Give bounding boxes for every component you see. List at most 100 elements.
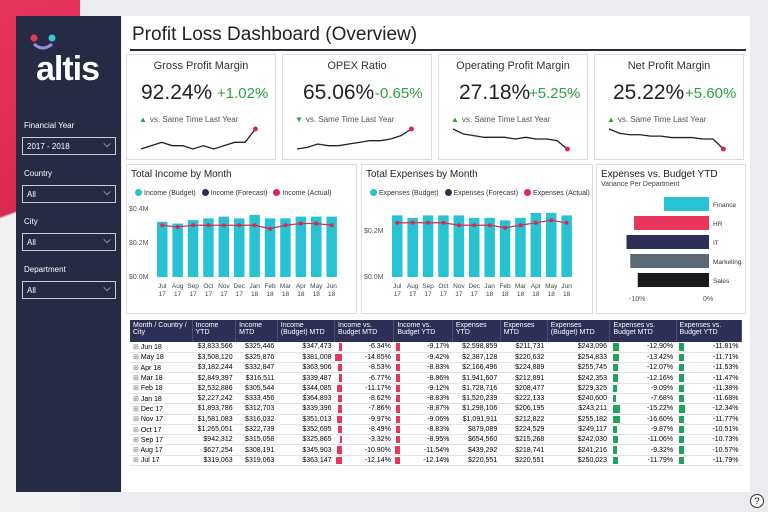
bar-sep-17[interactable] bbox=[187, 220, 199, 277]
column-header[interactable]: Month / Country / City bbox=[130, 320, 193, 342]
column-header[interactable]: Income vs. Budget MTD bbox=[334, 320, 395, 342]
row-label[interactable]: ⊞ Jun 18 bbox=[130, 342, 192, 353]
bar-sep-17[interactable] bbox=[422, 215, 434, 277]
row-label[interactable]: ⊞ Mar 18 bbox=[130, 372, 192, 384]
bar-oct-17[interactable] bbox=[203, 218, 214, 277]
actual-point[interactable] bbox=[283, 223, 288, 228]
bar-jul-17[interactable] bbox=[157, 221, 168, 277]
bar-jan-18[interactable] bbox=[249, 214, 260, 277]
actual-point[interactable] bbox=[298, 221, 303, 226]
financial-year-select[interactable]: 2017 - 2018 ⌵ bbox=[22, 137, 116, 155]
help-icon[interactable]: ? bbox=[750, 494, 764, 508]
expand-icon[interactable]: ⊞ bbox=[133, 343, 141, 351]
bar-aug-17[interactable] bbox=[172, 223, 183, 277]
actual-point[interactable] bbox=[206, 223, 211, 228]
bar-may-18[interactable] bbox=[546, 212, 557, 277]
bar-may-18[interactable] bbox=[311, 216, 322, 277]
actual-point[interactable] bbox=[237, 223, 242, 228]
table-row[interactable]: ⊞ Aug 17 $627,254 $308,191 $345,903 -10.90% -… bbox=[130, 444, 742, 456]
actual-point[interactable] bbox=[518, 223, 523, 228]
table-row[interactable]: ⊞ Feb 18 $2,532,886 $305,544 $344,085 -11.17… bbox=[130, 383, 742, 394]
actual-point[interactable] bbox=[160, 223, 165, 228]
expand-icon[interactable]: ⊞ bbox=[133, 385, 141, 393]
kpi-card-opex-ratio[interactable]: OPEX Ratio 65.06% -0.65% ▼ vs. Same Time … bbox=[282, 54, 432, 160]
table-row[interactable]: ⊞ May 18 $3,508,120 $325,876 $381,008 -14.85… bbox=[130, 352, 742, 364]
table-row[interactable]: ⊞ Jul 17 $319,063 $319,063 $363,147 -12.14% -… bbox=[130, 455, 742, 467]
expand-icon[interactable]: ⊞ bbox=[133, 405, 141, 413]
bar-mar-18[interactable] bbox=[280, 218, 291, 277]
actual-point[interactable] bbox=[329, 223, 334, 228]
table-row[interactable]: ⊞ Sep 17 $942,312 $315,058 $325,865 -3.32% -8… bbox=[130, 434, 742, 446]
expand-icon[interactable]: ⊞ bbox=[133, 364, 141, 372]
bar-dec-17[interactable] bbox=[234, 218, 245, 277]
row-label[interactable]: ⊞ Apr 18 bbox=[130, 362, 192, 374]
row-label[interactable]: ⊞ Aug 17 bbox=[130, 444, 192, 456]
column-header[interactable]: Income vs. Budget YTD bbox=[393, 320, 453, 342]
actual-point[interactable] bbox=[472, 223, 477, 228]
expenses-chart-card[interactable]: Total Expenses by Month Expenses (Budget… bbox=[361, 164, 593, 314]
row-label[interactable]: ⊞ May 18 bbox=[130, 352, 192, 364]
column-header[interactable]: Expenses vs. Budget MTD bbox=[609, 320, 677, 342]
column-header[interactable]: Income YTD bbox=[192, 320, 237, 342]
expand-icon[interactable]: ⊞ bbox=[133, 375, 141, 383]
bar-nov-17[interactable] bbox=[453, 215, 465, 277]
row-label[interactable]: ⊞ Jul 17 bbox=[130, 455, 192, 467]
table-row[interactable]: ⊞ Dec 17 $1,893,786 $312,703 $339,396 -7.86%… bbox=[130, 403, 742, 415]
budget-variance-card[interactable]: Expenses vs. Budget YTD Variance Per Dep… bbox=[596, 164, 746, 314]
bar-aug-17[interactable] bbox=[407, 217, 418, 277]
bar-jun-18[interactable] bbox=[561, 215, 572, 277]
column-header[interactable]: Expenses YTD bbox=[452, 320, 501, 342]
city-select[interactable]: All ⌵ bbox=[22, 233, 116, 251]
expand-icon[interactable]: ⊞ bbox=[133, 416, 141, 424]
variance-bar-it[interactable] bbox=[626, 235, 710, 249]
bar-feb-18[interactable] bbox=[264, 218, 276, 277]
table-row[interactable]: ⊞ Jan 18 $2,227,242 $333,456 $364,893 -8.62%… bbox=[130, 393, 742, 405]
column-header[interactable]: Expenses vs. Budget YTD bbox=[676, 320, 742, 342]
actual-point[interactable] bbox=[252, 223, 257, 228]
expand-icon[interactable]: ⊞ bbox=[133, 354, 141, 362]
variance-bar-finance[interactable] bbox=[664, 197, 709, 211]
column-header[interactable]: Income MTD bbox=[235, 320, 278, 342]
actual-point[interactable] bbox=[441, 220, 446, 225]
expand-icon[interactable]: ⊞ bbox=[133, 395, 141, 403]
actual-point[interactable] bbox=[221, 223, 226, 228]
expand-icon[interactable]: ⊞ bbox=[133, 426, 141, 434]
actual-point[interactable] bbox=[549, 218, 554, 223]
row-label[interactable]: ⊞ Sep 17 bbox=[130, 434, 192, 446]
actual-point[interactable] bbox=[395, 220, 400, 225]
table-row[interactable]: ⊞ Apr 18 $3,182,244 $332,847 $363,906 -8.53%… bbox=[130, 362, 742, 374]
kpi-card-gross-profit[interactable]: Gross Profit Margin 92.24% +1.02% ▲ vs. S… bbox=[126, 54, 276, 160]
row-label[interactable]: ⊞ Feb 18 bbox=[130, 383, 192, 394]
actual-point[interactable] bbox=[533, 220, 538, 225]
expand-icon[interactable]: ⊞ bbox=[133, 457, 141, 465]
actual-point[interactable] bbox=[426, 220, 431, 225]
country-select[interactable]: All ⌵ bbox=[22, 185, 116, 203]
table-row[interactable]: ⊞ Jun 18 $3,833,566 $325,446 $347,473 -6.34%… bbox=[130, 342, 742, 353]
actual-point[interactable] bbox=[487, 223, 492, 228]
bar-jan-18[interactable] bbox=[484, 217, 495, 277]
bar-nov-17[interactable] bbox=[218, 216, 230, 277]
bar-oct-17[interactable] bbox=[438, 215, 449, 277]
column-header[interactable]: Income (Budget) MTD bbox=[277, 320, 336, 342]
actual-point[interactable] bbox=[564, 220, 569, 225]
actual-point[interactable] bbox=[456, 223, 461, 228]
bar-mar-18[interactable] bbox=[515, 217, 526, 277]
actual-point[interactable] bbox=[175, 224, 180, 229]
actual-point[interactable] bbox=[410, 220, 415, 225]
variance-bar-sales[interactable] bbox=[637, 273, 709, 287]
department-select[interactable]: All ⌵ bbox=[22, 281, 116, 299]
kpi-card-net-profit[interactable]: Net Profit Margin 25.22% +5.60% ▲ vs. Sam… bbox=[594, 54, 744, 160]
bar-jul-17[interactable] bbox=[392, 215, 403, 277]
row-label[interactable]: ⊞ Nov 17 bbox=[130, 414, 192, 425]
row-label[interactable]: ⊞ Oct 17 bbox=[130, 424, 192, 436]
income-chart-card[interactable]: Total Income by Month Income (Budget) In… bbox=[126, 164, 357, 314]
variance-bar-hr[interactable] bbox=[634, 216, 709, 230]
expand-icon[interactable]: ⊞ bbox=[133, 436, 141, 444]
table-row[interactable]: ⊞ Mar 18 $2,849,397 $316,511 $339,487 -6.77%… bbox=[130, 372, 742, 384]
column-header[interactable]: Expenses (Budget) MTD bbox=[547, 320, 611, 342]
bar-jun-18[interactable] bbox=[326, 216, 337, 277]
table-row[interactable]: ⊞ Nov 17 $1,581,083 $316,032 $351,013 -9.97%… bbox=[130, 414, 742, 425]
row-label[interactable]: ⊞ Jan 18 bbox=[130, 393, 192, 405]
table-row[interactable]: ⊞ Oct 17 $1,265,051 $322,739 $352,695 -8.49%… bbox=[130, 424, 742, 436]
bar-feb-18[interactable] bbox=[499, 220, 511, 277]
